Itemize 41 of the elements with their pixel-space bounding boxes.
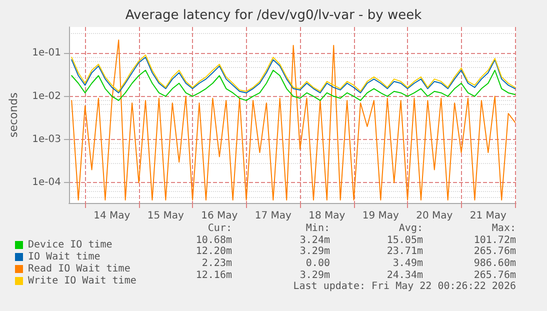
line-series [71, 40, 516, 200]
text: 24.34m [386, 270, 423, 281]
text: 3.29m [300, 270, 330, 281]
x-tick-label: 18 May [308, 210, 346, 222]
chart-title: Average latency for /dev/vg0/lv-var - by week [125, 8, 422, 23]
x-tick-label: 20 May [416, 210, 453, 222]
text: Cur: [208, 223, 232, 234]
legend-label: Device IO time [28, 240, 112, 250]
y-tick-label: 1e-02 [32, 90, 61, 102]
text: 23.71m [386, 246, 423, 258]
x-tick-label: 15 May [147, 210, 184, 222]
text: 101.72m [474, 234, 516, 246]
text: Max: [492, 223, 516, 234]
y-tick-label: 1e-01 [32, 48, 61, 59]
x-tick-label: 19 May [362, 210, 400, 222]
x-tick-label: 16 May [201, 210, 238, 222]
text: 3.49m [392, 258, 423, 270]
legend-label: Read IO Wait time [28, 264, 130, 274]
text: 2.23m [202, 258, 232, 270]
text: 986.60m [474, 258, 516, 270]
text: 10.68m [196, 234, 232, 246]
text: 265.76m [474, 246, 516, 258]
text: Min: [306, 223, 330, 234]
text: 12.16m [196, 270, 232, 281]
text: 3.24m [300, 234, 330, 246]
text: 265.76m [474, 270, 516, 281]
line-series [71, 70, 516, 101]
y-tick-label: 1e-04 [32, 177, 61, 188]
legend-label: Write IO Wait time [28, 276, 136, 286]
text: 15.05m [386, 234, 423, 246]
x-tick-label: 21 May [470, 210, 507, 222]
y-axis-title: seconds [7, 92, 20, 138]
legend-label: IO Wait time [28, 252, 100, 262]
text: 12.20m [196, 246, 232, 258]
text: Last update: Fri May 22 00:26:22 2026 [293, 281, 516, 292]
text: 0.00 [306, 258, 330, 270]
x-tick-label: 17 May [254, 210, 292, 222]
y-tick-label: 1e-03 [32, 134, 61, 146]
text: Avg: [398, 223, 423, 234]
text: 3.29m [300, 246, 330, 258]
x-tick-label: 14 May [94, 210, 130, 222]
